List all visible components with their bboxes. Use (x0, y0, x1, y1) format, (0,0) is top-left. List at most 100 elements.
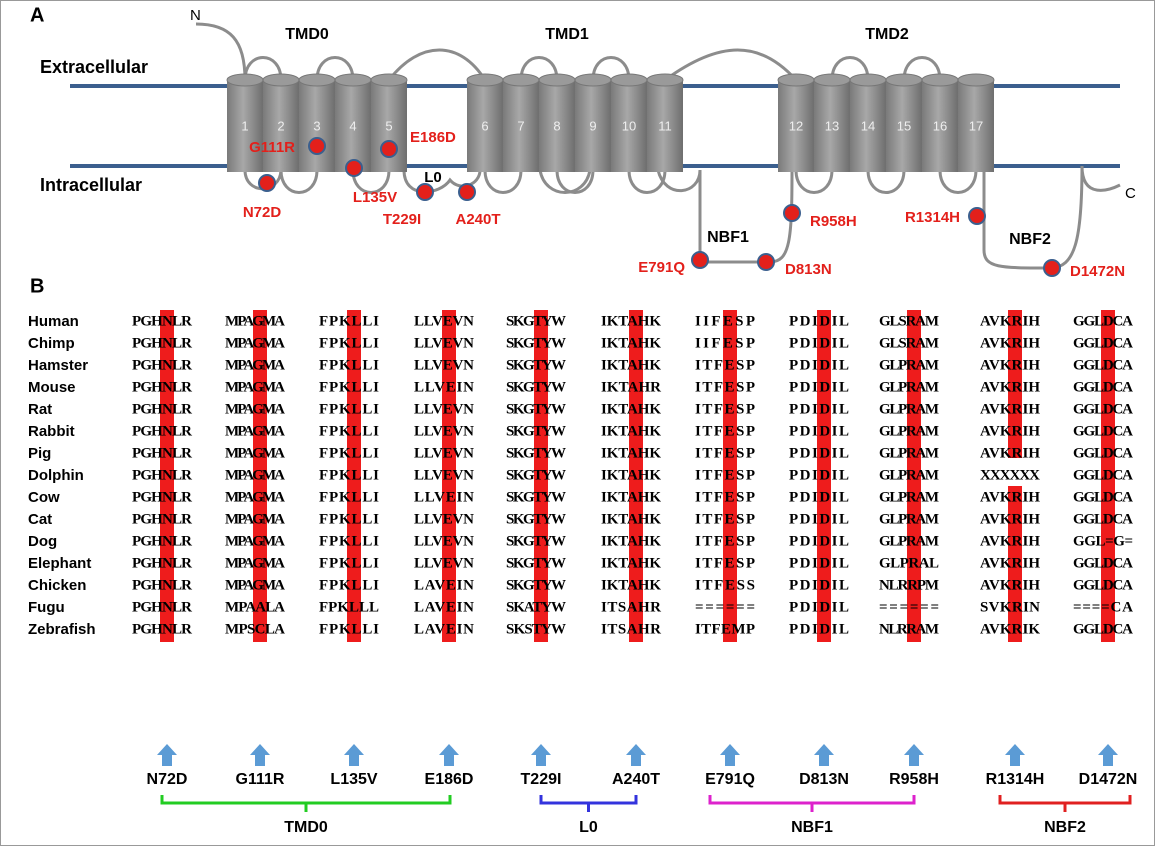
sequence: LLVEIN (414, 489, 474, 505)
sequence: ====CA (1073, 599, 1133, 615)
sequence: PGHNLR (132, 313, 192, 329)
sequence: AVKRIH (980, 313, 1040, 329)
sequence: PGHNLR (132, 599, 192, 615)
sequence: AVKRIH (980, 335, 1040, 351)
helix-number: 6 (481, 118, 488, 133)
sequence: IKTAHK (601, 555, 661, 571)
sequence: ITFESP (695, 489, 755, 505)
sequence: PGHNLR (132, 467, 192, 483)
sequence: IKTAHK (601, 445, 661, 461)
mutation-label: N72D (243, 204, 282, 221)
sequence: GLPRAL (879, 555, 939, 571)
sequence: GLPRAM (879, 445, 939, 461)
sequence: ITFESP (695, 423, 755, 439)
sequence: MPAGMA (225, 357, 285, 373)
sequence: GGLDCA (1073, 511, 1133, 527)
species-name: Mouse (28, 379, 76, 396)
helix-top (922, 74, 958, 86)
sequence: SKGTYW (506, 357, 566, 373)
helix-top (958, 74, 994, 86)
helix-top (371, 74, 407, 86)
helix-number: 16 (933, 118, 947, 133)
loop-label: NBF2 (1009, 231, 1051, 248)
sequence: GLSRAM (879, 335, 939, 351)
sequence: PGHNLR (132, 511, 192, 527)
sequence: MPAGMA (225, 577, 285, 593)
mutation-label: G111R (249, 139, 295, 156)
sequence: GLPRAM (879, 423, 939, 439)
sequence: AVKRIH (980, 423, 1040, 439)
sequence: ITSAHR (601, 621, 661, 637)
helix-top (814, 74, 850, 86)
sequence: FPKLLI (319, 621, 379, 637)
sequence: PDIDIL (789, 511, 849, 527)
sequence: PGHNLR (132, 423, 192, 439)
sequence: PGHNLR (132, 533, 192, 549)
sequence: PDIDIL (789, 577, 849, 593)
sequence: AVKRIH (980, 489, 1040, 505)
sequence: LLVEVN (414, 445, 474, 461)
sequence: MPAGMA (225, 467, 285, 483)
mutation-site (758, 254, 774, 270)
sequence: PDIDIL (789, 357, 849, 373)
sequence: IKTAHK (601, 489, 661, 505)
species-name: Cow (28, 489, 60, 506)
helix-top (778, 74, 814, 86)
species-name: Chimp (28, 335, 75, 352)
sequence: GLPRAM (879, 489, 939, 505)
sequence: PDIDIL (789, 423, 849, 439)
mutation-label: G111R (236, 771, 285, 788)
sequence: PGHNLR (132, 489, 192, 505)
panel-label: A (30, 4, 44, 26)
sequence: SKGTYW (506, 423, 566, 439)
sequence: IKTAHK (601, 313, 661, 329)
helix-number: 13 (825, 118, 839, 133)
helix-number: 8 (553, 118, 560, 133)
helix-top (227, 74, 263, 86)
sequence: LLVEVN (414, 357, 474, 373)
mutation-label: L135V (353, 189, 397, 206)
species-name: Human (28, 313, 79, 330)
mutation-label: E791Q (705, 771, 755, 788)
helix-number: 17 (969, 118, 983, 133)
mutation-label: D1472N (1070, 263, 1125, 280)
sequence: NLRRPM (879, 577, 939, 593)
domain-label: TMD0 (285, 26, 329, 43)
sequence: FPKLLI (319, 401, 379, 417)
sequence: LLVEVN (414, 335, 474, 351)
sequence: ITSAHR (601, 599, 661, 615)
sequence: MPAGMA (225, 533, 285, 549)
sequence: GGLDCA (1073, 489, 1133, 505)
sequence: NLRRAM (879, 621, 939, 637)
sequence: IIFESP (695, 313, 755, 329)
species-name: Fugu (28, 599, 65, 616)
sequence: SKGTYW (506, 445, 566, 461)
sequence: MPAGMA (225, 445, 285, 461)
species-name: Rabbit (28, 423, 75, 440)
sequence: GLPRAM (879, 357, 939, 373)
species-name: Cat (28, 511, 52, 528)
sequence: AVKRIH (980, 511, 1040, 527)
sequence: ITFESP (695, 511, 755, 527)
sequence: FPKLLI (319, 423, 379, 439)
sequence: PDIDIL (789, 335, 849, 351)
mutation-label: T229I (521, 771, 562, 788)
sequence: FPKLLI (319, 555, 379, 571)
sequence: AVKRIH (980, 401, 1040, 417)
sequence: FPKLLI (319, 357, 379, 373)
sequence: GLPRAM (879, 533, 939, 549)
species-name: Rat (28, 401, 52, 418)
sequence: IKTAHK (601, 335, 661, 351)
sequence: FPKLLI (319, 335, 379, 351)
helix-top (503, 74, 539, 86)
sequence: AVKRIH (980, 379, 1040, 395)
mutation-label: R1314H (986, 771, 1045, 788)
mutation-site (459, 184, 475, 200)
mutation-label: D813N (799, 771, 849, 788)
helix-number: 14 (861, 118, 875, 133)
sequence: MPSCLA (225, 621, 285, 637)
helix-top (850, 74, 886, 86)
loop-label: NBF1 (707, 229, 749, 246)
mutation-label: E186D (425, 771, 474, 788)
sequence: IIFESP (695, 335, 755, 351)
